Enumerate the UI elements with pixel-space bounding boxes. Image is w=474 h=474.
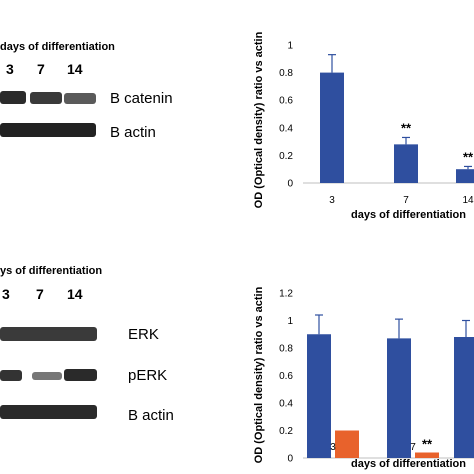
blot-b-perk-band-3 (64, 369, 97, 381)
chart2-bar-7-s1 (387, 338, 411, 458)
blot-a-bcatenin-band-3 (64, 93, 96, 104)
chart1-ytick-label: 1 (287, 41, 293, 52)
chart1-xtick-label: 3 (329, 195, 335, 206)
blot-b-lane-3: 3 (2, 286, 10, 302)
chart1-significance-label: ** (463, 149, 474, 164)
blot-b-label-perk: pERK (128, 367, 168, 384)
blot-b-bactin-band (0, 405, 97, 419)
chart2-xtick-label: 3 (330, 442, 336, 453)
chart1-xtick-label: 7 (403, 195, 409, 206)
chart2-ytick-label: 0.6 (279, 371, 293, 382)
chart2-bar-3-s1 (307, 334, 331, 458)
chart2-significance-label: ** (422, 437, 433, 452)
chart1-xtick-label: 14 (462, 195, 474, 206)
chart2-ytick-label: 0.8 (279, 344, 293, 355)
blot-a-lane-14: 14 (67, 61, 83, 77)
chart1-significance-label: ** (401, 120, 412, 135)
chart1-ytick-label: 0.8 (279, 68, 293, 79)
blot-a-lane-3: 3 (6, 61, 14, 77)
blot-b-erk-band (0, 327, 97, 341)
blot-a-label-bactin: B actin (110, 124, 156, 141)
chart2-ytick-label: 0.4 (279, 399, 293, 410)
chart1-ytick-label: 0.2 (279, 151, 293, 162)
chart1-y-axis-label: OD (Optical density) ratio vs actin (253, 31, 265, 208)
blot-a-bactin-band (0, 123, 96, 137)
chart2-ytick-label: 1 (287, 316, 293, 327)
chart2-bar-7-s2 (415, 452, 439, 458)
blot-b-lane-14: 14 (67, 286, 83, 302)
chart1-ytick-label: 0.6 (279, 96, 293, 107)
chart2-ytick-label: 0.2 (279, 426, 293, 437)
blot-b-perk-band-2 (32, 372, 62, 380)
blot-b-lane-7: 7 (36, 286, 44, 302)
chart1-ytick-label: 0.4 (279, 123, 293, 134)
chart2-bar-3-s2 (335, 430, 359, 458)
blot-a-lane-7: 7 (37, 61, 45, 77)
chart2-x-axis-label: days of differentiation (351, 458, 466, 470)
blot-b-header: ys of differentiation (0, 265, 103, 277)
chart1-bar-7-s1 (394, 144, 418, 183)
blot-a-header: days of differentiation (0, 41, 115, 53)
blot-b-label-bactin: B actin (128, 407, 174, 424)
chart2-xtick-label: 7 (410, 442, 416, 453)
blot-a-label-bcatenin: B catenin (110, 90, 173, 107)
chart2-bar-14-s1 (454, 337, 474, 458)
chart1-ytick-label: 0 (287, 179, 293, 190)
chart2-ytick-label: 1.2 (279, 289, 293, 300)
chart1-bar-14-s1 (456, 169, 474, 183)
chart1-x-axis-label: days of differentiation (351, 209, 466, 221)
blot-b-perk-band-1 (0, 370, 22, 381)
chart1-bar-3-s1 (320, 72, 344, 183)
blot-a-bcatenin-band-1 (0, 91, 26, 104)
chart2-ytick-label: 0 (287, 454, 293, 465)
chart2-y-axis-label: OD (Optical density) ratio vs actin (253, 286, 265, 463)
blot-a-bcatenin-band-2 (30, 92, 62, 104)
blot-b-label-erk: ERK (128, 326, 159, 343)
